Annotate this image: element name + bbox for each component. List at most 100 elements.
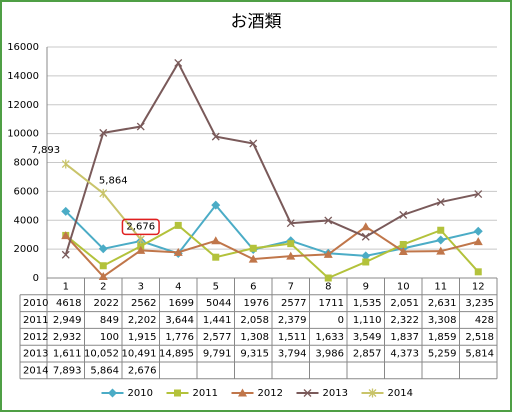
table-cell: 849 [100, 315, 119, 326]
marker [136, 245, 146, 254]
marker [474, 190, 483, 199]
marker [324, 274, 332, 282]
x-tick-label: 3 [138, 281, 144, 292]
table-cell: 9,791 [203, 349, 232, 360]
table-cell: 3,794 [278, 349, 307, 360]
marker [249, 139, 258, 148]
table-cell: 3,986 [315, 349, 344, 360]
table-cell: 5,814 [465, 349, 494, 360]
legend-label: 2011 [193, 388, 218, 399]
table-cell: 4,373 [390, 349, 419, 360]
marker [99, 128, 108, 137]
marker [136, 122, 145, 131]
marker [99, 188, 108, 198]
table-cell: 3,235 [465, 298, 494, 309]
marker [238, 388, 247, 397]
marker [61, 159, 70, 169]
marker [361, 222, 371, 231]
table-cell: 2,857 [353, 349, 382, 360]
marker [398, 246, 408, 255]
marker [473, 237, 483, 246]
table-cell: 2,631 [428, 298, 457, 309]
marker [98, 272, 108, 281]
x-tick-label: 5 [213, 281, 219, 292]
marker [362, 258, 370, 266]
table-row-header: 2010 [23, 298, 48, 309]
table-row-header: 2014 [23, 365, 48, 376]
table-cell: 5,259 [428, 349, 457, 360]
x-tick-label: 10 [397, 281, 410, 292]
marker [436, 246, 446, 255]
x-tick-label: 11 [434, 281, 447, 292]
legend-label: 2012 [258, 388, 283, 399]
marker [473, 226, 483, 236]
table-cell: 2,577 [203, 332, 232, 343]
marker [108, 388, 117, 398]
series-line [65, 224, 479, 280]
marker [174, 221, 182, 229]
table-cell: 5044 [206, 298, 231, 309]
marker [249, 244, 257, 252]
table-cell: 1,633 [315, 332, 344, 343]
marker [61, 250, 70, 259]
legend-label: 2010 [128, 388, 153, 399]
table-row-header: 2013 [23, 349, 48, 360]
marker [211, 132, 220, 141]
y-tick-label: 12000 [7, 100, 39, 111]
marker [399, 210, 408, 219]
table-cell: 1,308 [240, 332, 269, 343]
legend-label: 2013 [323, 388, 348, 399]
table-cell: 3,644 [165, 315, 194, 326]
table-cell: 1,859 [428, 332, 457, 343]
marker [61, 206, 71, 216]
series-line [64, 60, 479, 256]
table-cell: 2562 [131, 298, 156, 309]
table-row-header: 2012 [23, 332, 48, 343]
y-tick-label: 6000 [14, 186, 39, 197]
table-cell: 0 [338, 315, 344, 326]
table-cell: 2,202 [128, 315, 157, 326]
table-cell: 2,051 [390, 298, 419, 309]
marker [361, 232, 370, 241]
marker [286, 219, 295, 228]
table-cell: 14,895 [159, 349, 194, 360]
table-cell: 100 [100, 332, 119, 343]
marker [61, 231, 71, 240]
marker [399, 240, 407, 248]
marker [248, 254, 258, 263]
y-tick-label: 16000 [7, 42, 39, 53]
table-cell: 2,932 [53, 332, 82, 343]
table-cell: 2,676 [128, 365, 157, 376]
table-row-header: 2011 [23, 315, 48, 326]
table-cell: 1,837 [390, 332, 419, 343]
table-cell: 2,518 [465, 332, 494, 343]
marker [324, 216, 333, 225]
legend: 2010 2011 2012 2013 2014 [101, 388, 413, 399]
data-label: 2,676 [126, 221, 155, 232]
data-label: 7,893 [31, 145, 60, 156]
chart-title: お酒類 [231, 12, 282, 32]
table-cell: 5,864 [90, 365, 119, 376]
table-cell: 1,441 [203, 315, 232, 326]
table-cell: 3,308 [428, 315, 457, 326]
table-cell: 2,058 [240, 315, 269, 326]
data-label: 5,864 [99, 175, 128, 186]
x-tick-label: 8 [325, 281, 331, 292]
table-cell: 1,611 [53, 349, 82, 360]
legend-label: 2014 [388, 388, 413, 399]
series-line [65, 225, 479, 278]
marker [211, 236, 221, 245]
table-cell: 4618 [56, 298, 81, 309]
table-cell: 9,315 [240, 349, 269, 360]
x-tick-label: 2 [100, 281, 106, 292]
y-tick-label: 2000 [14, 244, 39, 255]
y-tick-label: 0 [33, 273, 39, 284]
marker [136, 234, 145, 244]
marker [174, 389, 181, 397]
marker [286, 251, 296, 260]
marker [303, 389, 312, 397]
table-cell: 1,110 [353, 315, 382, 326]
x-tick-label: 1 [63, 281, 69, 292]
